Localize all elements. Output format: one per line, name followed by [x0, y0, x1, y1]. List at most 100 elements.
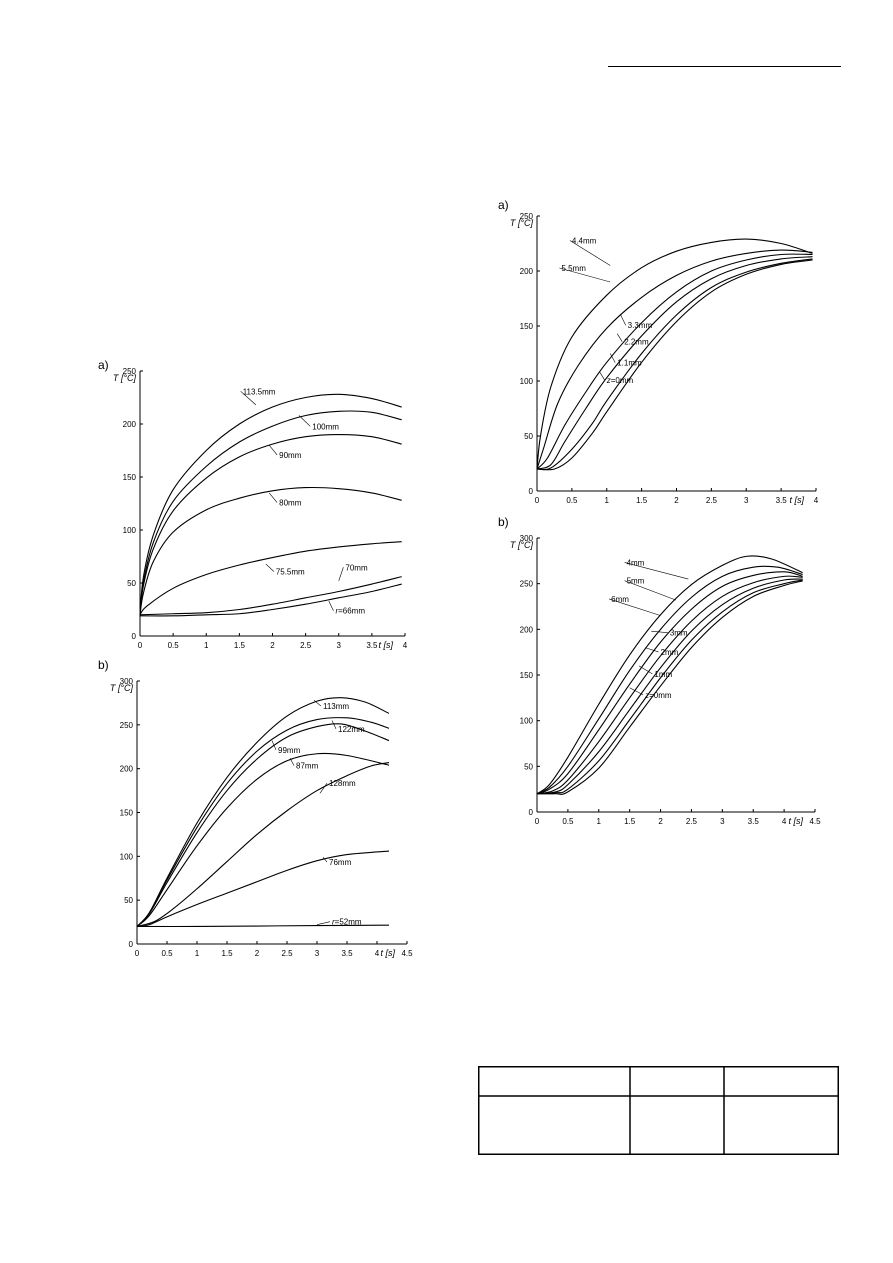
series-label: 3mm: [670, 629, 688, 638]
series-leader-line: [338, 567, 344, 581]
series-line: [139, 583, 402, 617]
series-leader-line: [645, 647, 659, 653]
panel-label: a): [498, 198, 509, 212]
series-leader-line: [599, 372, 606, 381]
figure-left-b: 0 0.5 1 1.5 2 2.5 3 3.5 4 4.5 0 50 100 150 200 250 300 b)…: [90, 655, 447, 974]
y-tick-label: 50: [124, 896, 133, 905]
series-leader-line: [651, 630, 668, 634]
series-line: [536, 253, 813, 470]
series-line: [536, 256, 813, 470]
series-leader-line: [271, 740, 277, 751]
x-tick-label: 4.5: [809, 817, 821, 826]
series-line: [136, 850, 390, 928]
y-tick-label: 100: [123, 526, 137, 535]
panel-label: a): [98, 358, 109, 372]
series-leader-line: [313, 700, 322, 707]
header-rule: [608, 66, 841, 67]
y-tick-label: 150: [123, 473, 137, 482]
series-leader-line: [638, 665, 653, 675]
series-label: 99mm: [278, 746, 301, 755]
x-tick-label: 3.5: [341, 949, 353, 958]
series-leader-line: [240, 391, 257, 406]
series-leader-line: [609, 353, 616, 363]
series-label: 113.5mm: [243, 387, 276, 396]
x-tick-label: 4: [814, 496, 819, 505]
chart-svg: 0 0.5 1 1.5 2 2.5 3 3.5 4 4.5 0 50 100 150 200 250 300 b)…: [98, 658, 413, 958]
y-tick-label: 100: [120, 852, 134, 861]
series-leader-line: [316, 921, 331, 926]
series-label: 1.1mm: [617, 359, 642, 368]
x-tick-label: 3: [720, 817, 725, 826]
series-label: 128mm: [329, 779, 356, 788]
y-tick-label: 300: [520, 534, 534, 543]
series-label: 100mm: [312, 422, 339, 431]
x-tick-label: 2: [674, 496, 679, 505]
series-line: [536, 565, 803, 795]
y-tick-label: 50: [524, 762, 533, 771]
series-line: [136, 717, 390, 927]
series-leader-line: [629, 687, 644, 696]
y-tick-label: 200: [123, 420, 137, 429]
series-label: 1mm: [654, 670, 672, 679]
x-tick-label: 0.5: [562, 817, 574, 826]
series-label: z=0mm: [606, 376, 634, 385]
series-label: 3.3mm: [628, 321, 653, 330]
y-tick-label: 200: [120, 765, 134, 774]
x-tick-label: 0: [535, 496, 540, 505]
series-leader-line: [268, 492, 278, 503]
y-axis-title: T [°C]: [510, 540, 534, 550]
y-tick-label: 250: [123, 367, 137, 376]
series-leader-line: [268, 445, 278, 456]
y-tick-label: 200: [520, 625, 534, 634]
series-label: 2mm: [661, 648, 679, 657]
series-line: [139, 541, 402, 616]
x-tick-label: 2: [270, 641, 275, 650]
series-line: [139, 576, 402, 616]
y-tick-label: 0: [529, 487, 534, 496]
x-tick-label: 0.5: [168, 641, 180, 650]
y-tick-label: 150: [520, 322, 534, 331]
x-axis-title: t [s]: [788, 816, 803, 826]
series-line: [536, 555, 803, 795]
x-tick-label: 1: [605, 496, 610, 505]
y-axis-title: T [°C]: [113, 373, 137, 383]
x-tick-label: 4.5: [401, 949, 413, 958]
x-tick-label: 4: [375, 949, 380, 958]
y-tick-label: 250: [120, 721, 134, 730]
y-tick-label: 150: [520, 671, 534, 680]
y-tick-label: 250: [520, 580, 534, 589]
y-tick-label: 50: [524, 432, 533, 441]
series-line: [136, 723, 390, 927]
x-tick-label: 1.5: [636, 496, 648, 505]
x-tick-label: 1: [597, 817, 602, 826]
series-leader-line: [331, 720, 337, 729]
empty-table: [478, 1066, 839, 1155]
series-line: [536, 571, 803, 795]
x-tick-label: 3: [315, 949, 320, 958]
y-tick-label: 0: [529, 808, 534, 817]
series-line: [536, 575, 803, 795]
series-label: 4mm: [627, 558, 645, 567]
series-label: 122mm: [338, 725, 365, 734]
series-label: 70mm: [345, 563, 368, 572]
series-leader-line: [609, 598, 661, 616]
x-axis-title: t [s]: [789, 495, 804, 505]
panel-label: b): [498, 515, 509, 529]
series-line: [136, 761, 390, 927]
x-tick-label: 2: [255, 949, 260, 958]
series-label: 5mm: [627, 577, 645, 586]
y-tick-label: 50: [127, 579, 136, 588]
x-tick-label: 1.5: [221, 949, 233, 958]
series-label: 80mm: [279, 499, 302, 508]
series-leader-line: [298, 415, 311, 427]
series-leader-line: [620, 314, 626, 326]
x-tick-label: 2.5: [686, 817, 698, 826]
series-line: [136, 752, 390, 927]
series-line: [536, 249, 813, 470]
series-label: 75.5mm: [276, 568, 305, 577]
y-tick-label: 100: [520, 717, 534, 726]
series-label: r=66mm: [335, 607, 365, 616]
y-tick-label: 200: [520, 267, 534, 276]
